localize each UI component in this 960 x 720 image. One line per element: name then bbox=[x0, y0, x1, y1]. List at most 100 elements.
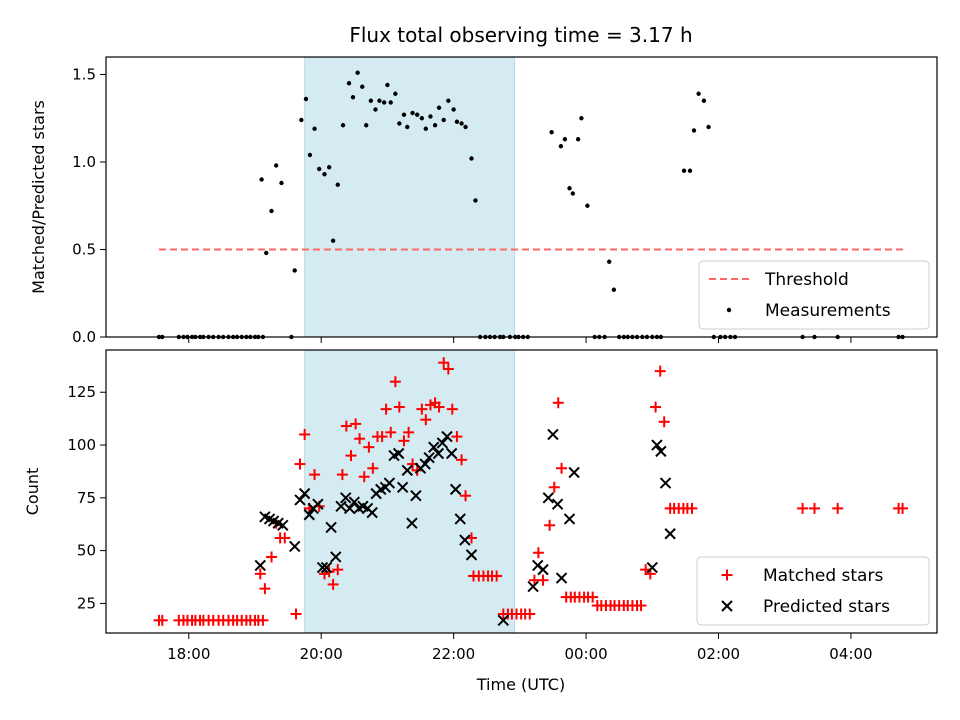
x-axis-label: Time (UTC) bbox=[476, 675, 565, 694]
dot-marker bbox=[451, 107, 456, 112]
dot-marker bbox=[279, 180, 284, 186]
dot-marker bbox=[397, 121, 402, 126]
x-marker-b bbox=[396, 481, 409, 493]
dot-marker bbox=[436, 105, 442, 110]
legend-dot-swatch bbox=[726, 307, 732, 313]
dot-marker bbox=[410, 110, 415, 116]
x-marker bbox=[396, 481, 409, 493]
plus-marker bbox=[367, 462, 379, 474]
x-marker bbox=[664, 528, 676, 540]
x-marker bbox=[441, 430, 453, 443]
x-marker bbox=[563, 513, 576, 525]
dot-marker bbox=[335, 182, 340, 187]
dot-marker bbox=[575, 137, 581, 142]
dot-marker bbox=[381, 100, 387, 105]
plus-marker bbox=[442, 363, 454, 375]
x-marker bbox=[366, 506, 378, 519]
plus-marker bbox=[294, 458, 306, 470]
x-marker-b bbox=[335, 500, 347, 512]
plus-marker bbox=[266, 551, 278, 563]
x-marker bbox=[392, 447, 405, 460]
x-marker-b bbox=[330, 551, 342, 563]
x-marker-b bbox=[449, 483, 462, 496]
dot-marker bbox=[681, 168, 687, 173]
plus-marker bbox=[340, 420, 352, 432]
plus-marker bbox=[156, 614, 168, 626]
x-tick-label: 02:00 bbox=[697, 645, 740, 663]
dot-marker bbox=[428, 114, 433, 119]
x-marker-b bbox=[312, 498, 324, 510]
dot-marker bbox=[350, 95, 356, 100]
x-marker bbox=[303, 509, 315, 521]
plus-marker bbox=[544, 519, 556, 531]
x-marker-b bbox=[272, 517, 284, 529]
x-marker bbox=[542, 492, 555, 504]
x-marker-b bbox=[436, 437, 449, 449]
plus-marker bbox=[658, 416, 670, 428]
predicted-stars-series bbox=[254, 428, 676, 627]
x-marker-b bbox=[357, 500, 369, 512]
legend-box bbox=[698, 260, 930, 330]
dot-marker bbox=[691, 128, 697, 133]
x-marker-b bbox=[537, 563, 549, 576]
plus-marker bbox=[491, 570, 503, 582]
x-marker-b bbox=[527, 580, 539, 593]
plus-marker bbox=[650, 401, 662, 413]
dot-marker bbox=[579, 116, 584, 121]
x-marker-b bbox=[254, 559, 266, 572]
x-marker bbox=[568, 466, 580, 479]
x-marker bbox=[316, 561, 329, 574]
x-marker-b bbox=[432, 447, 445, 460]
x-marker-b bbox=[664, 528, 676, 540]
x-marker bbox=[646, 561, 658, 574]
dot-marker bbox=[292, 268, 297, 273]
dot-marker bbox=[473, 198, 478, 203]
x-marker bbox=[555, 572, 568, 584]
dot-marker bbox=[307, 152, 313, 158]
x-tick-label: 00:00 bbox=[564, 645, 607, 663]
x-marker-b bbox=[259, 511, 271, 523]
x-marker-b bbox=[547, 428, 559, 441]
dot-marker bbox=[377, 98, 382, 103]
plus-marker bbox=[257, 614, 269, 626]
dot-marker bbox=[317, 166, 322, 172]
plus-marker bbox=[797, 502, 809, 514]
x-tick-label: 20:00 bbox=[300, 645, 343, 663]
x-marker-b bbox=[410, 490, 422, 502]
plus-marker bbox=[299, 428, 311, 440]
legend-plus-swatch bbox=[721, 569, 733, 581]
dot-marker bbox=[322, 172, 327, 177]
x-marker bbox=[651, 439, 663, 451]
plus-marker bbox=[460, 490, 472, 502]
dot-marker bbox=[419, 116, 425, 121]
dot-marker bbox=[269, 208, 274, 214]
x-marker-b bbox=[406, 517, 418, 529]
ratio-shaded-interval bbox=[304, 56, 516, 338]
x-marker bbox=[423, 452, 435, 464]
x-marker bbox=[312, 498, 324, 510]
x-marker bbox=[406, 517, 418, 529]
dot-marker bbox=[273, 163, 279, 168]
x-marker bbox=[339, 492, 352, 504]
x-marker bbox=[449, 483, 462, 496]
plus-marker bbox=[635, 600, 647, 612]
y-tick-label: 0.0 bbox=[72, 328, 96, 346]
x-marker-b bbox=[542, 492, 555, 504]
y-tick-label: 0.5 bbox=[72, 241, 96, 259]
x-marker bbox=[459, 534, 471, 546]
plus-marker bbox=[832, 502, 844, 514]
plus-marker bbox=[809, 502, 821, 514]
plus-marker bbox=[279, 532, 291, 544]
plus-marker bbox=[456, 454, 468, 466]
plus-marker bbox=[327, 578, 339, 590]
x-marker bbox=[551, 498, 564, 510]
x-marker bbox=[659, 477, 672, 489]
legend-label: Predicted stars bbox=[763, 597, 890, 617]
counts-shaded-interval bbox=[304, 349, 516, 634]
plus-marker bbox=[385, 426, 397, 438]
dot-marker bbox=[706, 124, 711, 130]
y-axis-label: Matched/Predicted stars bbox=[29, 100, 48, 294]
plus-marker bbox=[290, 608, 302, 620]
counts-axes-frame bbox=[105, 349, 938, 634]
